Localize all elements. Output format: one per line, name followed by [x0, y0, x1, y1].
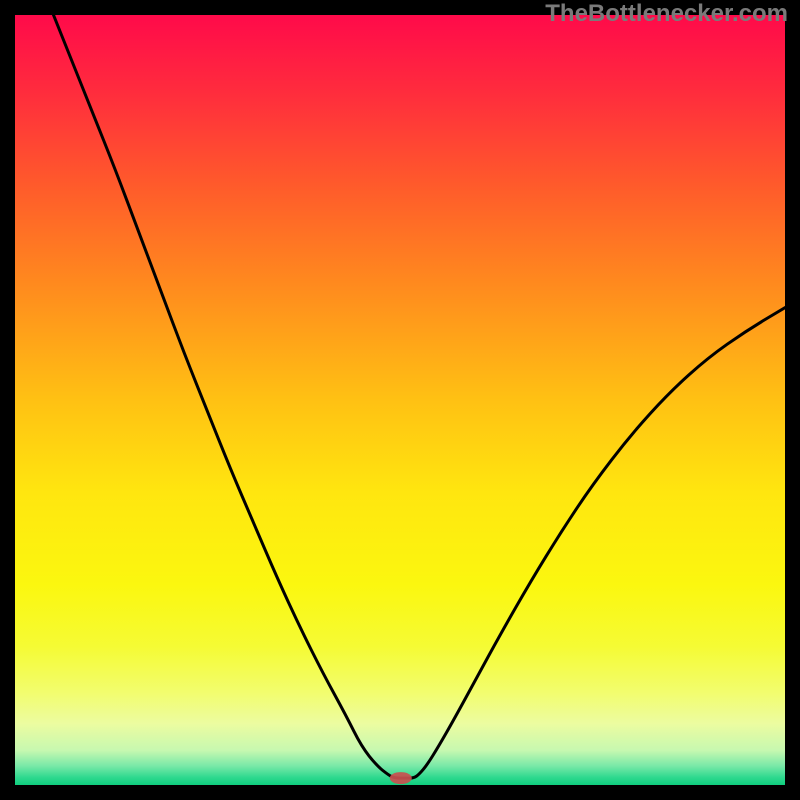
bottleneck-chart: [15, 15, 785, 785]
watermark-text: TheBottlenecker.com: [545, 0, 788, 28]
optimal-point-marker: [390, 772, 412, 784]
chart-frame: TheBottlenecker.com: [0, 0, 800, 800]
plot-area: [15, 15, 785, 785]
gradient-background: [15, 15, 785, 785]
